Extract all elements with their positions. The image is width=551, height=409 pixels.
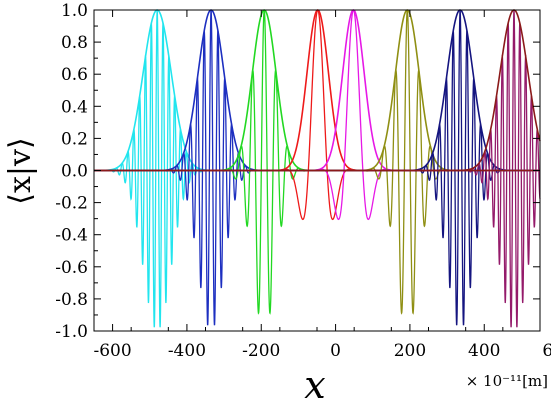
x-tick-label: 400 xyxy=(468,341,500,361)
x-tick-label: 600 xyxy=(542,341,551,361)
x-unit-label: × 10⁻¹¹[m] xyxy=(466,372,548,390)
x-tick-label: -200 xyxy=(242,341,280,361)
y-tick-label: 0.4 xyxy=(61,97,88,117)
x-tick-label: -600 xyxy=(93,341,131,361)
series-layer xyxy=(94,9,541,328)
x-tick-label: 200 xyxy=(394,341,426,361)
tick-labels-layer: -600 -400 -200 0 200 400 600 1.0 0.8 0.6 0.4 0.2 0.0… xyxy=(55,1,551,361)
y-tick-label: -1.0 xyxy=(55,322,88,342)
y-axis-title: ⟨x|v⟩ xyxy=(3,137,38,204)
y-tick-label: 1.0 xyxy=(61,1,88,21)
x-tick-label: -400 xyxy=(168,341,206,361)
y-tick-label: 0.2 xyxy=(61,129,88,149)
y-tick-label: 0.8 xyxy=(61,33,88,53)
x-axis-title: x xyxy=(304,363,325,407)
y-tick-label: -0.8 xyxy=(55,290,88,310)
y-tick-label: -0.2 xyxy=(55,194,88,214)
y-tick-label: -0.6 xyxy=(55,258,88,278)
axes-layer xyxy=(93,9,541,332)
y-tick-label: -0.4 xyxy=(55,226,88,246)
y-tick-label: 0.0 xyxy=(61,162,88,182)
x-tick-label: 0 xyxy=(330,341,341,361)
y-tick-label: 0.6 xyxy=(61,65,88,85)
